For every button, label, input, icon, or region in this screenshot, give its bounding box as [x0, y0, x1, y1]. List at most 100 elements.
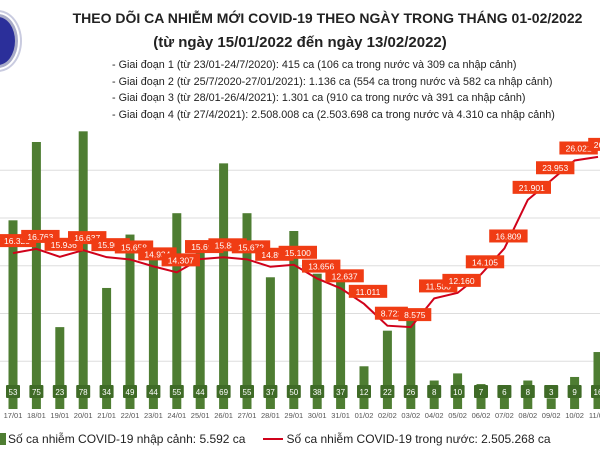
x-tick-label: 28/01: [261, 411, 280, 420]
line-label: 16.637: [74, 233, 100, 243]
bar-label: 10: [453, 388, 462, 397]
legend-line-label: Số ca nhiễm COVID-19 trong nước: 2.505.2…: [286, 432, 551, 446]
bar-label: 78: [79, 388, 88, 397]
bar-label-bg: [450, 385, 465, 398]
phase-note: - Giai đoạn 3 (từ 28/01-26/4/2021): 1.30…: [112, 92, 526, 104]
bar-label: 8: [432, 388, 437, 397]
bar: [406, 316, 416, 409]
bar-label-bg: [99, 385, 114, 398]
bar: [242, 213, 252, 409]
legend-line-swatch: [263, 438, 284, 440]
line-label-bg: [278, 245, 317, 259]
x-tick-label: 20/01: [74, 411, 93, 420]
line-label-bg: [398, 308, 432, 322]
bar: [55, 327, 65, 409]
x-tick-label: 25/01: [191, 411, 210, 420]
bar-label-bg: [169, 385, 184, 398]
bar-label-bg: [403, 385, 418, 398]
legend-bar-label: Số ca nhiễm COVID-19 nhập cảnh: 5.592 ca: [8, 432, 246, 446]
x-tick-label: 22/01: [121, 411, 140, 420]
x-tick-label: 04/02: [425, 411, 444, 420]
line-label: 11.580: [426, 281, 452, 291]
bar-label: 7: [479, 388, 484, 397]
bar-label: 50: [289, 388, 298, 397]
bar-label: 12: [360, 388, 369, 397]
chart-title: THEO DÕI CA NHIỄM MỚI COVID-19 THEO NGÀY…: [72, 10, 583, 26]
bar-label: 69: [219, 388, 228, 397]
bar-label-bg: [520, 385, 535, 398]
line-label: 26.4: [594, 140, 600, 150]
line-label: 15.658: [121, 242, 147, 252]
bar-label: 23: [55, 388, 64, 397]
line-label-bg: [536, 161, 575, 175]
bar-label: 8: [526, 388, 531, 397]
line-label: 15.936: [51, 240, 77, 250]
bar-label-bg: [544, 385, 559, 398]
x-tick-label: 30/01: [308, 411, 327, 420]
x-tick-label: 26/01: [214, 411, 233, 420]
line-label-bg: [161, 253, 200, 267]
bar-label-bg: [123, 385, 137, 398]
line-label: 15.672: [238, 242, 264, 252]
bar-label-bg: [216, 385, 231, 398]
x-tick-label: 31/01: [331, 411, 350, 420]
bar-label-bg: [6, 385, 20, 398]
bar-label-bg: [567, 385, 582, 398]
x-tick-label: 17/01: [4, 411, 23, 420]
bar-label: 16: [594, 388, 600, 397]
line-label: 15.100: [285, 248, 311, 258]
bar: [148, 252, 158, 409]
x-tick-label: 08/02: [518, 411, 537, 420]
phase-note: - Giai đoạn 4 (từ 27/4/2021): 2.508.008 …: [112, 108, 555, 121]
bar-label: 38: [313, 388, 322, 397]
bar-label: 49: [126, 388, 135, 397]
bar-label: 3: [549, 388, 554, 397]
x-tick-label: 02/02: [378, 411, 397, 420]
x-tick-label: 11/02: [589, 411, 600, 420]
x-tick-label: 23/01: [144, 411, 163, 420]
bar-label-bg: [497, 385, 512, 398]
bar: [289, 231, 299, 409]
line-label: 14.892: [261, 250, 287, 260]
line-label-bg: [442, 273, 481, 287]
line-label: 26.021: [566, 143, 592, 153]
bar: [546, 398, 556, 409]
line-label-bg: [348, 284, 388, 298]
line-label-bg: [325, 269, 364, 283]
bar-label: 34: [102, 388, 111, 397]
bar-label-bg: [193, 385, 208, 398]
bar: [78, 131, 88, 409]
bar-label: 55: [172, 388, 181, 397]
bar-label: 44: [196, 388, 205, 397]
x-tick-label: 05/02: [448, 411, 467, 420]
bar: [219, 163, 229, 409]
bar: [499, 387, 509, 409]
x-tick-label: 07/02: [495, 411, 514, 420]
phase-note: - Giai đoạn 2 (từ 25/7/2020-27/01/2021):…: [112, 75, 553, 88]
bar: [336, 277, 346, 409]
bar-label-bg: [286, 385, 301, 398]
bar: [382, 330, 392, 409]
line-label: 8.722: [381, 309, 403, 319]
x-tick-label: 24/01: [167, 411, 186, 420]
bar-label: 75: [32, 388, 41, 397]
bar-label-bg: [427, 385, 442, 398]
bar-label: 6: [502, 388, 507, 397]
bar: [8, 220, 18, 409]
bar: [593, 352, 600, 409]
bar-label-bg: [76, 385, 91, 398]
x-tick-label: 19/01: [50, 411, 69, 420]
line-label: 12.637: [332, 271, 358, 281]
line-label: 23.953: [542, 163, 568, 173]
bar-label-bg: [146, 385, 161, 398]
bar: [195, 252, 205, 409]
x-tick-label: 06/02: [472, 411, 491, 420]
x-tick-label: 27/01: [238, 411, 257, 420]
line-label: 16.809: [495, 231, 521, 241]
line-label: 14.307: [168, 255, 194, 265]
line-label: 21.901: [519, 183, 545, 193]
line-label: 13.656: [308, 262, 334, 272]
bar: [265, 277, 275, 409]
line-label: 11.011: [356, 287, 381, 297]
